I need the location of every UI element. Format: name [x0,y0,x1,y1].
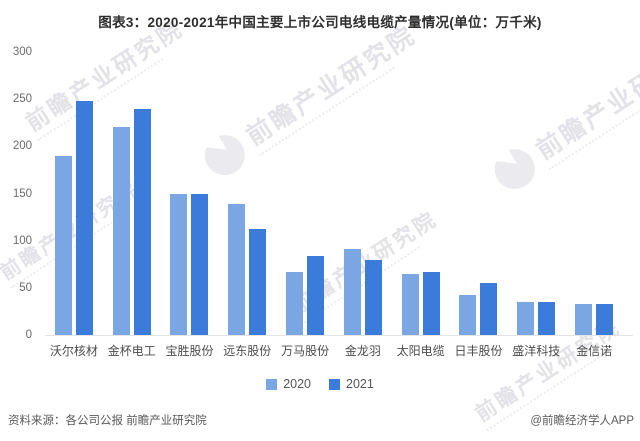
bar-2020-太阳电缆 [401,273,419,335]
bar-2021-万马股份 [307,255,325,335]
bar-2020-万马股份 [286,271,304,335]
y-axis-tick: 300 [12,46,32,58]
legend-item-2021: 2021 [329,377,374,391]
bar-group [103,52,161,335]
x-axis-label: 金龙羽 [344,344,381,358]
bar-2021-盛洋科技 [538,301,556,335]
source-note: 资料来源：各公司公报 前瞻产业研究院 [8,415,207,427]
x-axis-label: 金信诺 [576,344,613,358]
x-axis-label: 太阳电缆 [396,344,445,358]
bar-2021-金龙羽 [364,259,382,335]
bar-2021-远东股份 [249,229,267,335]
bar-group [334,52,392,335]
x-axis-label: 日丰股份 [454,344,503,358]
bar-2021-金杯电工 [133,108,151,335]
x-axis-label: 万马股份 [281,344,330,358]
bar-2020-盛洋科技 [517,301,535,335]
y-axis-tick: 100 [12,234,32,247]
bar-2020-金杯电工 [112,127,130,335]
bar-2021-太阳电缆 [422,271,440,335]
y-axis-tick: 250 [12,93,32,106]
bar-2020-远东股份 [228,203,246,335]
legend: 2020 2021 [0,377,640,391]
bar-2020-金龙羽 [343,249,361,335]
x-axis-label: 盛洋科技 [512,344,561,358]
legend-label: 2021 [346,377,374,391]
legend-swatch-icon [329,378,340,390]
legend-label: 2020 [283,377,311,391]
bar-group [565,52,623,335]
chart-title: 图表3：2020-2021年中国主要上市公司电线电缆产量情况(单位：万千米) [98,15,542,30]
y-axis-tick: 50 [19,281,32,294]
x-axis-label: 远东股份 [223,344,272,358]
bar-group [507,52,565,335]
bar-group [392,52,450,335]
plot-area [45,52,623,335]
y-axis-tick: 200 [12,140,32,153]
y-axis-tick: 150 [12,187,32,200]
bar-2020-金信诺 [575,303,593,335]
bar-2020-沃尔核材 [54,155,72,335]
bar-2021-日丰股份 [480,283,498,335]
bar-2020-日丰股份 [459,295,477,335]
x-axis-line [45,335,633,336]
bar-group [161,52,219,335]
x-axis-label: 沃尔核材 [49,344,98,358]
bar-group [276,52,334,335]
bar-group [450,52,508,335]
bar-group [45,52,103,335]
x-axis-labels: 沃尔核材 金杯电工 宝胜股份 远东股份 万马股份 金龙羽 太阳电缆 日丰股份 盛洋科技 金信诺 [45,342,623,359]
x-axis-label: 金杯电工 [107,344,156,358]
bar-2021-金信诺 [596,303,614,335]
bar-group [218,52,276,335]
bar-2021-宝胜股份 [191,194,209,335]
legend-swatch-icon [266,378,278,390]
legend-item-2020: 2020 [266,377,311,391]
x-axis-label: 宝胜股份 [165,344,214,358]
y-axis: 0 50 100 150 200 250 300 [0,46,32,341]
credit-note: @前瞻经济学人APP [530,415,634,427]
bar-2021-沃尔核材 [75,101,93,335]
bar-2020-宝胜股份 [170,193,188,335]
y-axis-tick: 0 [25,329,32,341]
